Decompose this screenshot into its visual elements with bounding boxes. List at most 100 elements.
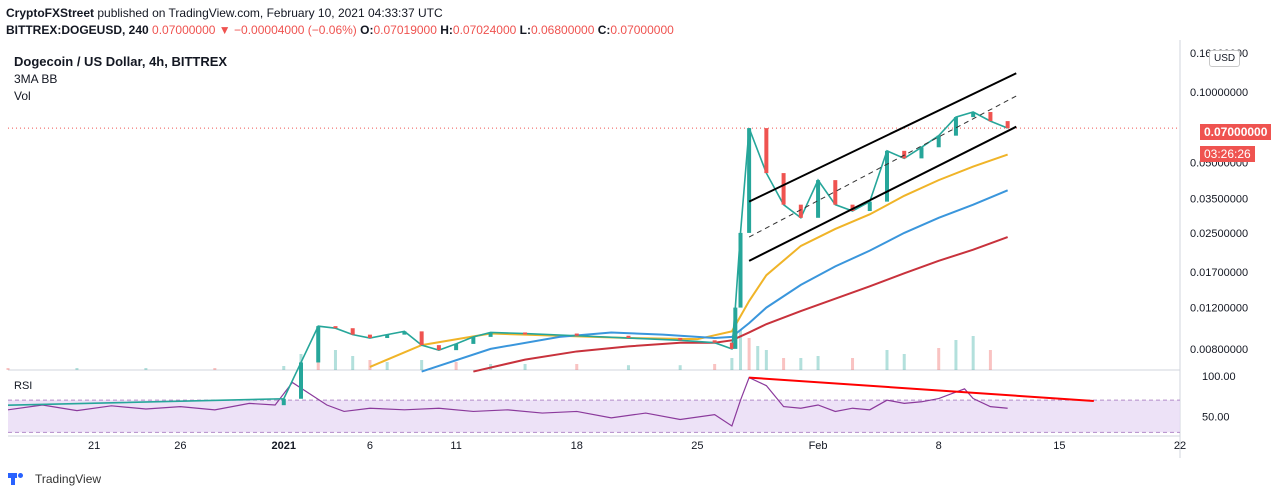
- candle: [936, 135, 941, 148]
- candle: [350, 328, 355, 335]
- volume-bar: [454, 362, 458, 370]
- low-value: 0.06800000: [530, 23, 595, 37]
- rsi-band: [8, 400, 1180, 433]
- candle: [738, 232, 743, 308]
- time-axis-label: 26: [174, 440, 186, 452]
- candle: [1005, 121, 1010, 129]
- publisher-name[interactable]: CryptoFXStreet: [6, 6, 95, 20]
- price-axis-tick: 0.10000000: [1190, 87, 1248, 99]
- price-axis-tick: 0.01700000: [1190, 267, 1248, 279]
- candle: [833, 180, 838, 205]
- candle-countdown: 03:26:26: [1200, 146, 1255, 162]
- candle: [733, 307, 738, 349]
- price-axis-tick: 0.01200000: [1190, 303, 1248, 315]
- rsi-axis-tick: 100.00: [1202, 371, 1236, 383]
- candle: [333, 326, 338, 329]
- candle: [729, 342, 734, 349]
- rsi-line: [7, 376, 1008, 427]
- volume-bar: [816, 356, 820, 370]
- price-axis-tick: 0.00800000: [1190, 344, 1248, 356]
- publish-info: CryptoFXStreet published on TradingView.…: [6, 6, 443, 20]
- volume-bar: [333, 350, 337, 370]
- volume-bar: [213, 368, 217, 370]
- time-axis-label: 25: [691, 440, 703, 452]
- chart-title: Dogecoin / US Dollar, 4h, BITTREX: [14, 54, 228, 69]
- volume-bar: [282, 366, 286, 370]
- price-change: −0.00004000 (−0.06%): [234, 23, 357, 37]
- volume-bar: [885, 350, 889, 370]
- open-value: 0.07019000: [373, 23, 437, 37]
- candle: [281, 398, 286, 406]
- time-axis-label: 8: [936, 440, 942, 452]
- candle: [454, 343, 459, 351]
- candle: [919, 147, 924, 159]
- candle: [867, 201, 872, 212]
- indicator-ma-bb[interactable]: 3MA BB: [14, 72, 58, 86]
- price-axis-tick: 0.03500000: [1190, 194, 1248, 206]
- symbol-label: BITTREX:DOGEUSD, 240: [6, 23, 149, 37]
- candle: [523, 332, 528, 335]
- channel-upper-line: [748, 72, 1017, 203]
- price-axis-tick: 0.02500000: [1190, 228, 1248, 240]
- tradingview-logo-icon: [8, 473, 30, 485]
- high-label: H:: [440, 23, 453, 37]
- volume-bar: [626, 365, 630, 370]
- candle: [988, 112, 993, 122]
- symbol-ohlc-line: BITTREX:DOGEUSD, 240 0.07000000 ▼ −0.000…: [6, 23, 674, 37]
- candle: [953, 117, 958, 136]
- candle: [747, 128, 752, 233]
- volume-bar: [764, 350, 768, 370]
- price-path: [7, 111, 1008, 406]
- candle: [402, 331, 407, 335]
- indicator-volume[interactable]: Vol: [14, 89, 31, 103]
- volume-bar: [368, 360, 372, 370]
- footer-branding[interactable]: TradingView: [8, 472, 101, 486]
- volume-bar: [902, 354, 906, 370]
- volume-bar: [420, 360, 424, 370]
- down-arrow-icon: ▼: [218, 23, 231, 37]
- time-axis-label: 21: [88, 440, 100, 452]
- candle: [436, 345, 441, 351]
- channel-lower-line: [748, 125, 1017, 262]
- volume-bar: [678, 365, 682, 370]
- candle: [885, 150, 889, 202]
- volume-bar: [575, 364, 579, 370]
- low-label: L:: [519, 23, 531, 37]
- footer-brand: TradingView: [35, 472, 102, 486]
- volume-bar: [971, 336, 975, 370]
- volume-bar: [351, 356, 355, 370]
- candle: [712, 340, 717, 343]
- published-text: published on TradingView.com, February 1…: [97, 6, 443, 20]
- volume-bar: [144, 368, 148, 370]
- time-axis-label: 22: [1174, 440, 1186, 452]
- indicator-rsi[interactable]: RSI: [14, 380, 33, 392]
- candle: [764, 128, 769, 174]
- candle: [471, 336, 476, 344]
- currency-button[interactable]: USD: [1209, 50, 1241, 67]
- last-price: 0.07000000: [152, 23, 216, 37]
- volume-bar: [782, 358, 786, 370]
- volume-bar: [851, 358, 855, 370]
- volume-bar: [75, 368, 79, 370]
- candle: [574, 333, 579, 336]
- volume-bar: [713, 364, 717, 370]
- candle: [798, 204, 803, 218]
- volume-bar: [730, 358, 734, 370]
- moving-average-3: [473, 236, 1008, 373]
- close-value: 0.07000000: [610, 23, 674, 37]
- moving-average-1: [369, 153, 1008, 368]
- candle: [316, 326, 321, 363]
- candle: [299, 362, 303, 399]
- moving-average-2: [421, 189, 1009, 373]
- candle: [971, 112, 976, 118]
- candle: [419, 331, 424, 346]
- close-label: C:: [597, 23, 611, 37]
- candle: [678, 338, 683, 341]
- volume-bar: [988, 350, 992, 370]
- volume-bar: [954, 340, 958, 370]
- volume-bar: [385, 362, 389, 370]
- volume-bar: [799, 358, 803, 370]
- candle: [385, 334, 390, 339]
